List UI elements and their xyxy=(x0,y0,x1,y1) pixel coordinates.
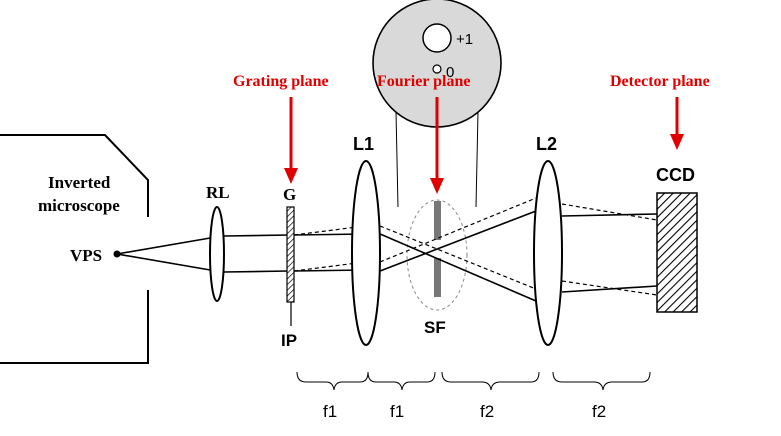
l1-label: L1 xyxy=(353,134,374,154)
ray xyxy=(561,285,658,293)
fourier-plane-label: Fourier plane xyxy=(377,73,470,90)
focal-label: f2 xyxy=(592,402,606,421)
focal-label: f1 xyxy=(390,402,404,421)
ray-dashed xyxy=(561,203,658,221)
vps-label: VPS xyxy=(70,246,102,265)
grating xyxy=(286,206,295,303)
sf-label: SF xyxy=(424,318,446,337)
ray xyxy=(116,253,217,272)
inset-projection-line xyxy=(475,111,479,208)
focal-brace-2 xyxy=(367,371,436,391)
ray xyxy=(561,213,658,217)
l2-lens xyxy=(533,160,563,346)
fourier-plane-arrowhead xyxy=(430,178,444,194)
ray xyxy=(379,210,537,272)
ray xyxy=(379,233,537,302)
focal-brace-1 xyxy=(296,371,369,391)
fourier-plane-region xyxy=(406,199,468,311)
ray-dashed xyxy=(379,197,537,263)
ray-dashed xyxy=(561,280,658,296)
ccd-label: CCD xyxy=(656,165,695,185)
plus1-order-spot xyxy=(422,23,452,53)
focal-label: f2 xyxy=(480,402,494,421)
microscope-outline-bottom xyxy=(0,290,149,364)
plus1-order-label: +1 xyxy=(456,31,473,48)
g-label: G xyxy=(283,185,296,204)
rl-lens xyxy=(209,206,225,302)
ray-dashed xyxy=(379,225,537,290)
l2-label: L2 xyxy=(536,134,557,154)
ray xyxy=(223,234,290,237)
inverted-microscope-label-2: microscope xyxy=(38,196,120,215)
l1-lens xyxy=(351,160,381,346)
inset-projection-line xyxy=(395,111,399,208)
grating-plane-arrowhead xyxy=(284,168,298,184)
inverted-microscope-label-1: Inverted xyxy=(48,173,111,192)
zero-order-spot xyxy=(432,64,442,74)
focal-label: f1 xyxy=(323,402,337,421)
ray xyxy=(223,270,290,273)
detector-plane-label: Detector plane xyxy=(610,73,710,90)
focal-brace-4 xyxy=(552,371,651,391)
zero-order-label: 0 xyxy=(446,64,454,81)
spatial-filter-upper-bar xyxy=(434,201,441,240)
spatial-filter-lower-bar xyxy=(434,258,441,297)
ccd-detector xyxy=(656,192,698,313)
rl-label: RL xyxy=(206,183,230,202)
grating-plane-label: Grating plane xyxy=(233,73,329,90)
microscope-outline-top xyxy=(0,134,149,217)
detector-plane-arrowhead xyxy=(670,134,684,150)
ray xyxy=(116,236,217,255)
focal-brace-3 xyxy=(441,371,540,391)
ip-label: IP xyxy=(281,331,297,350)
